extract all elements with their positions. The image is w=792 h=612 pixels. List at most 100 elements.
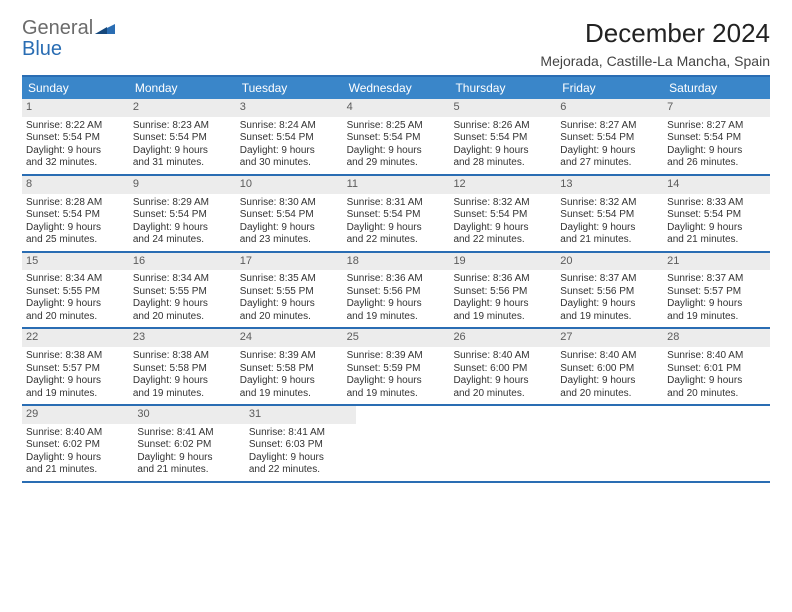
daylight-text: and 20 minutes.: [133, 311, 232, 324]
day-cell: 20Sunrise: 8:37 AMSunset: 5:56 PMDayligh…: [556, 253, 663, 328]
daylight-text: Daylight: 9 hours: [133, 298, 232, 311]
sunrise-text: Sunrise: 8:37 AM: [667, 273, 766, 286]
week-row: 29 Sunrise: 8:40 AMSunset: 6:02 PM Dayligh…: [22, 406, 770, 483]
sunset-text: Sunset: 6:02 PM: [26, 439, 129, 452]
sunrise-text: Sunrise: 8:39 AM: [347, 350, 446, 363]
date-number: 9: [129, 176, 236, 194]
sunrise-text: Sunrise: 8:40 AM: [26, 427, 129, 440]
sunrise-text: Sunrise: 8:26 AM: [453, 120, 552, 133]
sunrise-text: Sunrise: 8:24 AM: [240, 120, 339, 133]
daylight-text: and 20 minutes.: [667, 388, 766, 401]
date-number: 21: [663, 253, 770, 271]
sunset-text: Sunset: 5:57 PM: [26, 363, 125, 376]
daylight-text: and 28 minutes.: [453, 157, 552, 170]
daylight-text: and 19 minutes.: [26, 388, 125, 401]
day-cell: 25Sunrise: 8:39 AMSunset: 5:59 PMDayligh…: [343, 329, 450, 404]
daylight-text: Daylight: 9 hours: [453, 222, 552, 235]
sunrise-text: Sunrise: 8:30 AM: [240, 197, 339, 210]
sunrise-text: Sunrise: 8:29 AM: [133, 197, 232, 210]
date-number: 1: [22, 99, 129, 117]
daylight-text: and 20 minutes.: [560, 388, 659, 401]
page-title: December 2024: [540, 18, 770, 49]
day-cell: 19Sunrise: 8:36 AMSunset: 5:56 PMDayligh…: [449, 253, 556, 328]
day-cell: 9 Sunrise: 8:29 AMSunset: 5:54 PMDaylight…: [129, 176, 236, 251]
day-cell: 23 Sunrise: 8:38 AMSunset: 5:58 PMDayligh…: [129, 329, 236, 404]
date-number: 16: [129, 253, 236, 271]
daylight-text: Daylight: 9 hours: [667, 298, 766, 311]
date-number: 29: [22, 406, 133, 424]
daylight-text: Daylight: 9 hours: [347, 222, 446, 235]
logo-triangle-icon: [95, 18, 115, 39]
day-cell: 12Sunrise: 8:32 AMSunset: 5:54 PMDayligh…: [449, 176, 556, 251]
daylight-text: and 19 minutes.: [560, 311, 659, 324]
sunset-text: Sunset: 5:58 PM: [133, 363, 232, 376]
sunrise-text: Sunrise: 8:41 AM: [137, 427, 240, 440]
daylight-text: Daylight: 9 hours: [667, 145, 766, 158]
daylight-text: Daylight: 9 hours: [26, 222, 125, 235]
daylight-text: and 22 minutes.: [347, 234, 446, 247]
sunrise-text: Sunrise: 8:32 AM: [560, 197, 659, 210]
sunset-text: Sunset: 5:57 PM: [667, 286, 766, 299]
sunrise-text: Sunrise: 8:23 AM: [133, 120, 232, 133]
daylight-text: Daylight: 9 hours: [347, 298, 446, 311]
daylight-text: and 22 minutes.: [453, 234, 552, 247]
day-cell: 28Sunrise: 8:40 AMSunset: 6:01 PMDayligh…: [663, 329, 770, 404]
day-cell: 17Sunrise: 8:35 AMSunset: 5:55 PMDayligh…: [236, 253, 343, 328]
daylight-text: and 19 minutes.: [347, 311, 446, 324]
daylight-text: and 31 minutes.: [133, 157, 232, 170]
date-number: 23: [129, 329, 236, 347]
sunset-text: Sunset: 6:00 PM: [560, 363, 659, 376]
sunset-text: Sunset: 5:54 PM: [560, 132, 659, 145]
daylight-text: Daylight: 9 hours: [249, 452, 352, 465]
date-number: 27: [556, 329, 663, 347]
day-cell: 15Sunrise: 8:34 AMSunset: 5:55 PMDayligh…: [22, 253, 129, 328]
logo-text: General Blue: [22, 18, 115, 60]
sunrise-text: Sunrise: 8:33 AM: [667, 197, 766, 210]
page-subtitle: Mejorada, Castille-La Mancha, Spain: [540, 53, 770, 69]
day-cell: 4Sunrise: 8:25 AMSunset: 5:54 PMDaylight…: [343, 99, 450, 174]
daylight-text: and 26 minutes.: [667, 157, 766, 170]
day-header: Thursday: [449, 77, 556, 99]
daylight-text: Daylight: 9 hours: [26, 375, 125, 388]
daylight-text: and 19 minutes.: [667, 311, 766, 324]
sunset-text: Sunset: 5:56 PM: [453, 286, 552, 299]
sunrise-text: Sunrise: 8:34 AM: [133, 273, 232, 286]
daylight-text: and 29 minutes.: [347, 157, 446, 170]
day-cell: 11Sunrise: 8:31 AMSunset: 5:54 PMDayligh…: [343, 176, 450, 251]
sunrise-text: Sunrise: 8:38 AM: [26, 350, 125, 363]
daylight-text: Daylight: 9 hours: [667, 222, 766, 235]
daylight-text: and 21 minutes.: [26, 464, 129, 477]
sunset-text: Sunset: 5:54 PM: [667, 132, 766, 145]
sunrise-text: Sunrise: 8:25 AM: [347, 120, 446, 133]
day-header: Saturday: [663, 77, 770, 99]
sunset-text: Sunset: 5:54 PM: [347, 209, 446, 222]
daylight-text: Daylight: 9 hours: [26, 145, 125, 158]
daylight-text: Daylight: 9 hours: [137, 452, 240, 465]
daylight-text: and 21 minutes.: [667, 234, 766, 247]
date-number: 20: [556, 253, 663, 271]
daylight-text: Daylight: 9 hours: [133, 222, 232, 235]
empty-cell: [667, 406, 770, 481]
daylight-text: and 20 minutes.: [453, 388, 552, 401]
sunset-text: Sunset: 5:54 PM: [240, 132, 339, 145]
sunrise-text: Sunrise: 8:34 AM: [26, 273, 125, 286]
day-header: Friday: [556, 77, 663, 99]
daylight-text: Daylight: 9 hours: [560, 222, 659, 235]
daylight-text: and 19 minutes.: [240, 388, 339, 401]
sunrise-text: Sunrise: 8:28 AM: [26, 197, 125, 210]
day-cell: 3Sunrise: 8:24 AMSunset: 5:54 PMDaylight…: [236, 99, 343, 174]
day-cell: 13Sunrise: 8:32 AMSunset: 5:54 PMDayligh…: [556, 176, 663, 251]
sunrise-text: Sunrise: 8:38 AM: [133, 350, 232, 363]
sunset-text: Sunset: 5:54 PM: [133, 209, 232, 222]
week-row: 1Sunrise: 8:22 AMSunset: 5:54 PMDaylight…: [22, 99, 770, 176]
date-number: 10: [236, 176, 343, 194]
date-number: 19: [449, 253, 556, 271]
date-number: 31: [245, 406, 356, 424]
date-number: 22: [22, 329, 129, 347]
daylight-text: Daylight: 9 hours: [133, 375, 232, 388]
day-cell: 18Sunrise: 8:36 AMSunset: 5:56 PMDayligh…: [343, 253, 450, 328]
date-number: 3: [236, 99, 343, 117]
day-cell: 6Sunrise: 8:27 AMSunset: 5:54 PMDaylight…: [556, 99, 663, 174]
daylight-text: and 27 minutes.: [560, 157, 659, 170]
daylight-text: Daylight: 9 hours: [26, 298, 125, 311]
